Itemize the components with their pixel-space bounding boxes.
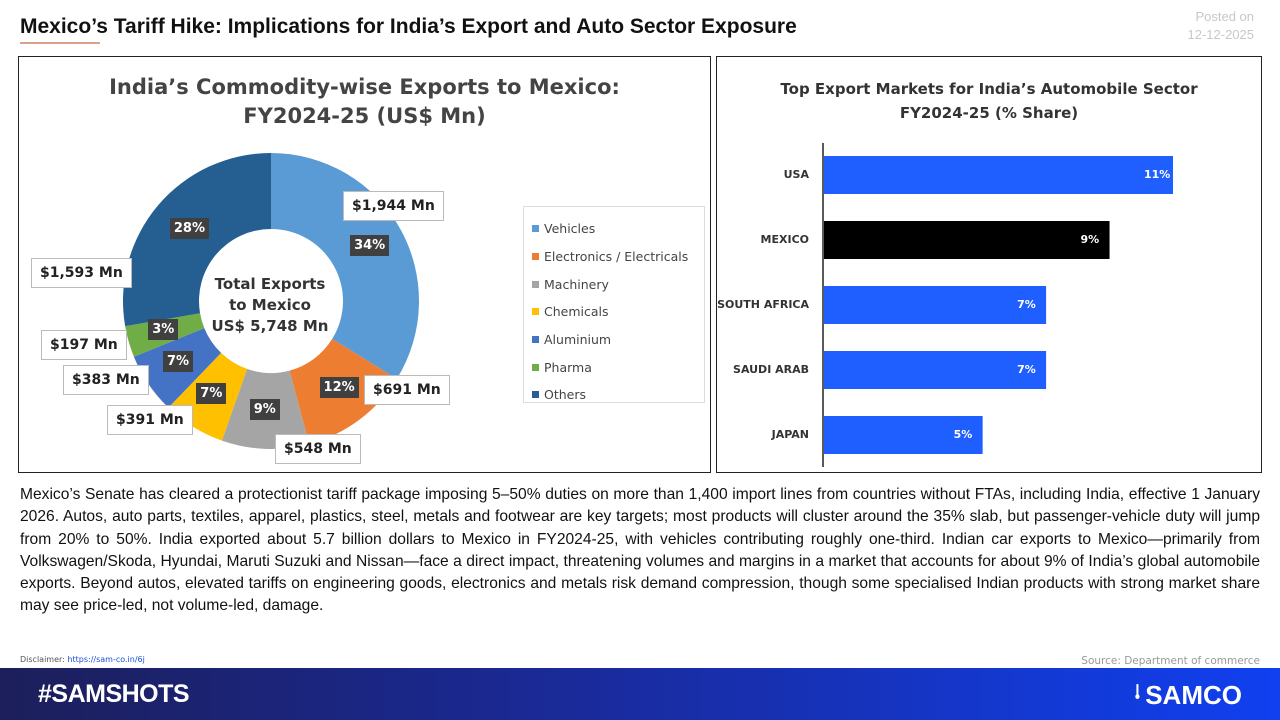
source-note: Source: Department of commerce xyxy=(1081,655,1260,667)
donut-title-line2: FY2024-25 (US$ Mn) xyxy=(243,104,486,128)
donut-legend: Vehicles Electronics / Electricals Machine… xyxy=(523,206,705,403)
value-callout: $197 Mn xyxy=(41,330,127,360)
center-line2: to Mexico xyxy=(229,296,311,314)
bar-title-line2: FY2024-25 (% Share) xyxy=(899,104,1079,122)
footer-banner: #SAMSHOTS ᛍSAMCO xyxy=(0,668,1280,720)
bar-chart-title: Top Export Markets for India’s Automobil… xyxy=(717,77,1261,125)
donut-chart-title: India’s Commodity-wise Exports to Mexico… xyxy=(19,73,710,131)
donut-center-label: Total Exports to Mexico US$ 5,748 Mn xyxy=(195,274,345,337)
bar-data-label: 9% xyxy=(1080,233,1100,246)
legend-swatch xyxy=(532,280,539,288)
legend-label: Electronics / Electricals xyxy=(544,249,689,265)
value-callout: $1,593 Mn xyxy=(31,258,132,288)
bar-usa xyxy=(824,156,1173,194)
value-callout: $691 Mn xyxy=(364,375,450,405)
legend-label: Vehicles xyxy=(544,221,596,237)
legend-swatch xyxy=(532,225,539,233)
category-label: MEXICO xyxy=(760,233,809,246)
legend-label: Chemicals xyxy=(544,304,609,320)
legend-swatch xyxy=(532,308,539,316)
bar-data-label: 5% xyxy=(953,428,973,441)
legend-swatch xyxy=(532,363,539,371)
disclaimer-label: Disclaimer: xyxy=(20,655,65,664)
bar-chart xyxy=(822,143,1173,467)
posted-label: Posted on xyxy=(1195,9,1254,24)
logo-text: SAMCO xyxy=(1145,680,1242,710)
legend-item: Others xyxy=(532,381,704,409)
legend-item: Machinery xyxy=(532,270,704,298)
legend-swatch xyxy=(532,391,539,399)
title-underline xyxy=(20,42,100,44)
percent-label: 28% xyxy=(169,218,209,240)
value-callout: $548 Mn xyxy=(275,434,361,464)
category-label: SAUDI ARAB xyxy=(733,363,809,376)
percent-label: 9% xyxy=(249,398,280,420)
value-callout: $383 Mn xyxy=(63,365,149,395)
posted-date-value: 12-12-2025 xyxy=(1187,27,1255,42)
donut-slice-others xyxy=(123,153,271,327)
center-line3: US$ 5,748 Mn xyxy=(211,317,329,335)
disclaimer: Disclaimer: https://sam-co.in/6j xyxy=(20,655,145,664)
legend-swatch xyxy=(532,336,539,344)
page-title: Mexico’s Tariff Hike: Implications for I… xyxy=(20,15,797,38)
legend-label: Aluminium xyxy=(544,332,612,348)
body-paragraph: Mexico’s Senate has cleared a protection… xyxy=(20,486,1260,615)
legend-label: Pharma xyxy=(544,359,592,375)
legend-label: Machinery xyxy=(544,276,609,292)
legend-item: Vehicles xyxy=(532,215,704,243)
legend-swatch xyxy=(532,253,539,261)
percent-label: 7% xyxy=(162,350,194,372)
legend-item: Chemicals xyxy=(532,298,704,326)
legend-item: Pharma xyxy=(532,353,704,381)
samco-logo: ᛍSAMCO xyxy=(1129,680,1242,710)
hashtag: #SAMSHOTS xyxy=(38,680,190,708)
category-label: SOUTH AFRICA xyxy=(717,298,809,311)
bar-saudi-arab xyxy=(824,351,1047,389)
percent-label: 34% xyxy=(350,235,390,257)
donut-title-line1: India’s Commodity-wise Exports to Mexico… xyxy=(109,75,620,99)
bar-data-label: 11% xyxy=(1144,168,1171,181)
center-line1: Total Exports xyxy=(214,275,326,293)
value-callout: $1,944 Mn xyxy=(343,191,444,221)
percent-label: 12% xyxy=(319,377,359,399)
bar-chart-panel: Top Export Markets for India’s Automobil… xyxy=(716,56,1262,473)
donut-chart-panel: India’s Commodity-wise Exports to Mexico… xyxy=(18,56,711,473)
bar-south-africa xyxy=(824,286,1047,324)
disclaimer-link[interactable]: https://sam-co.in/6j xyxy=(67,655,145,664)
donut-slice-vehicles xyxy=(271,153,420,379)
category-label: USA xyxy=(783,168,809,181)
value-callout: $391 Mn xyxy=(107,405,193,435)
bar-mexico xyxy=(824,221,1110,259)
legend-label: Others xyxy=(544,387,587,403)
posted-date: Posted on 12-12-2025 xyxy=(1188,8,1255,44)
legend-item: Aluminium xyxy=(532,326,704,354)
percent-label: 7% xyxy=(196,382,227,404)
percent-label: 3% xyxy=(148,319,179,341)
bar-data-label: 7% xyxy=(1017,298,1036,311)
bar-data-label: 7% xyxy=(1017,363,1036,376)
category-label: JAPAN xyxy=(771,428,809,441)
legend-item: Electronics / Electricals xyxy=(532,243,704,271)
bar-japan xyxy=(824,416,983,454)
bar-title-line1: Top Export Markets for India’s Automobil… xyxy=(780,80,1198,98)
